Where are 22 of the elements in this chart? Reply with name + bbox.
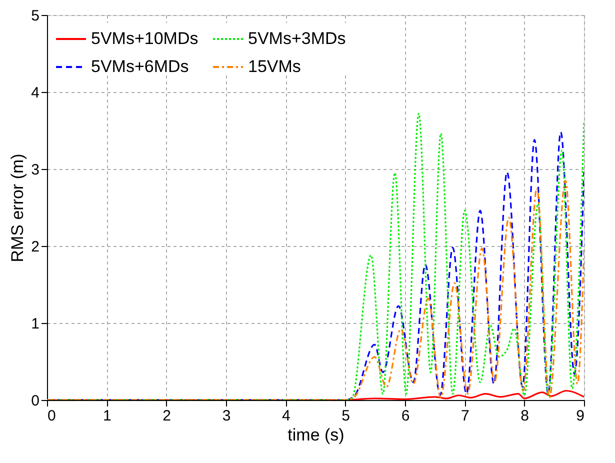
x-axis-title: time (s) — [288, 426, 344, 444]
x-tick-label: 1 — [102, 408, 112, 424]
y-tick-label: 2 — [31, 238, 40, 256]
x-tick-label: 0 — [48, 408, 56, 424]
y-tick-label: 1 — [31, 316, 40, 332]
legend-label: 5VMs+3MDs — [248, 29, 346, 48]
y-tick-label: 3 — [31, 162, 40, 178]
legend-label: 5VMs+10MDs — [91, 29, 198, 48]
legend-label: 5VMs+6MDs — [91, 57, 189, 76]
x-tick-label: 2 — [162, 408, 172, 424]
y-axis-title: RMS error (m) — [8, 154, 28, 262]
x-tick-label: 4 — [282, 408, 290, 424]
x-tick-label: 7 — [460, 408, 470, 424]
y-tick-label: 5 — [31, 8, 40, 24]
x-tick-label: 8 — [520, 408, 530, 424]
x-tick-label: 9 — [576, 408, 584, 424]
legend-label: 15VMs — [248, 57, 301, 76]
x-tick-label: 5 — [342, 408, 350, 424]
x-tick-label: 3 — [222, 408, 231, 424]
y-tick-label: 0 — [31, 392, 40, 410]
x-tick-label: 6 — [401, 408, 410, 424]
y-tick-label: 4 — [31, 84, 40, 102]
